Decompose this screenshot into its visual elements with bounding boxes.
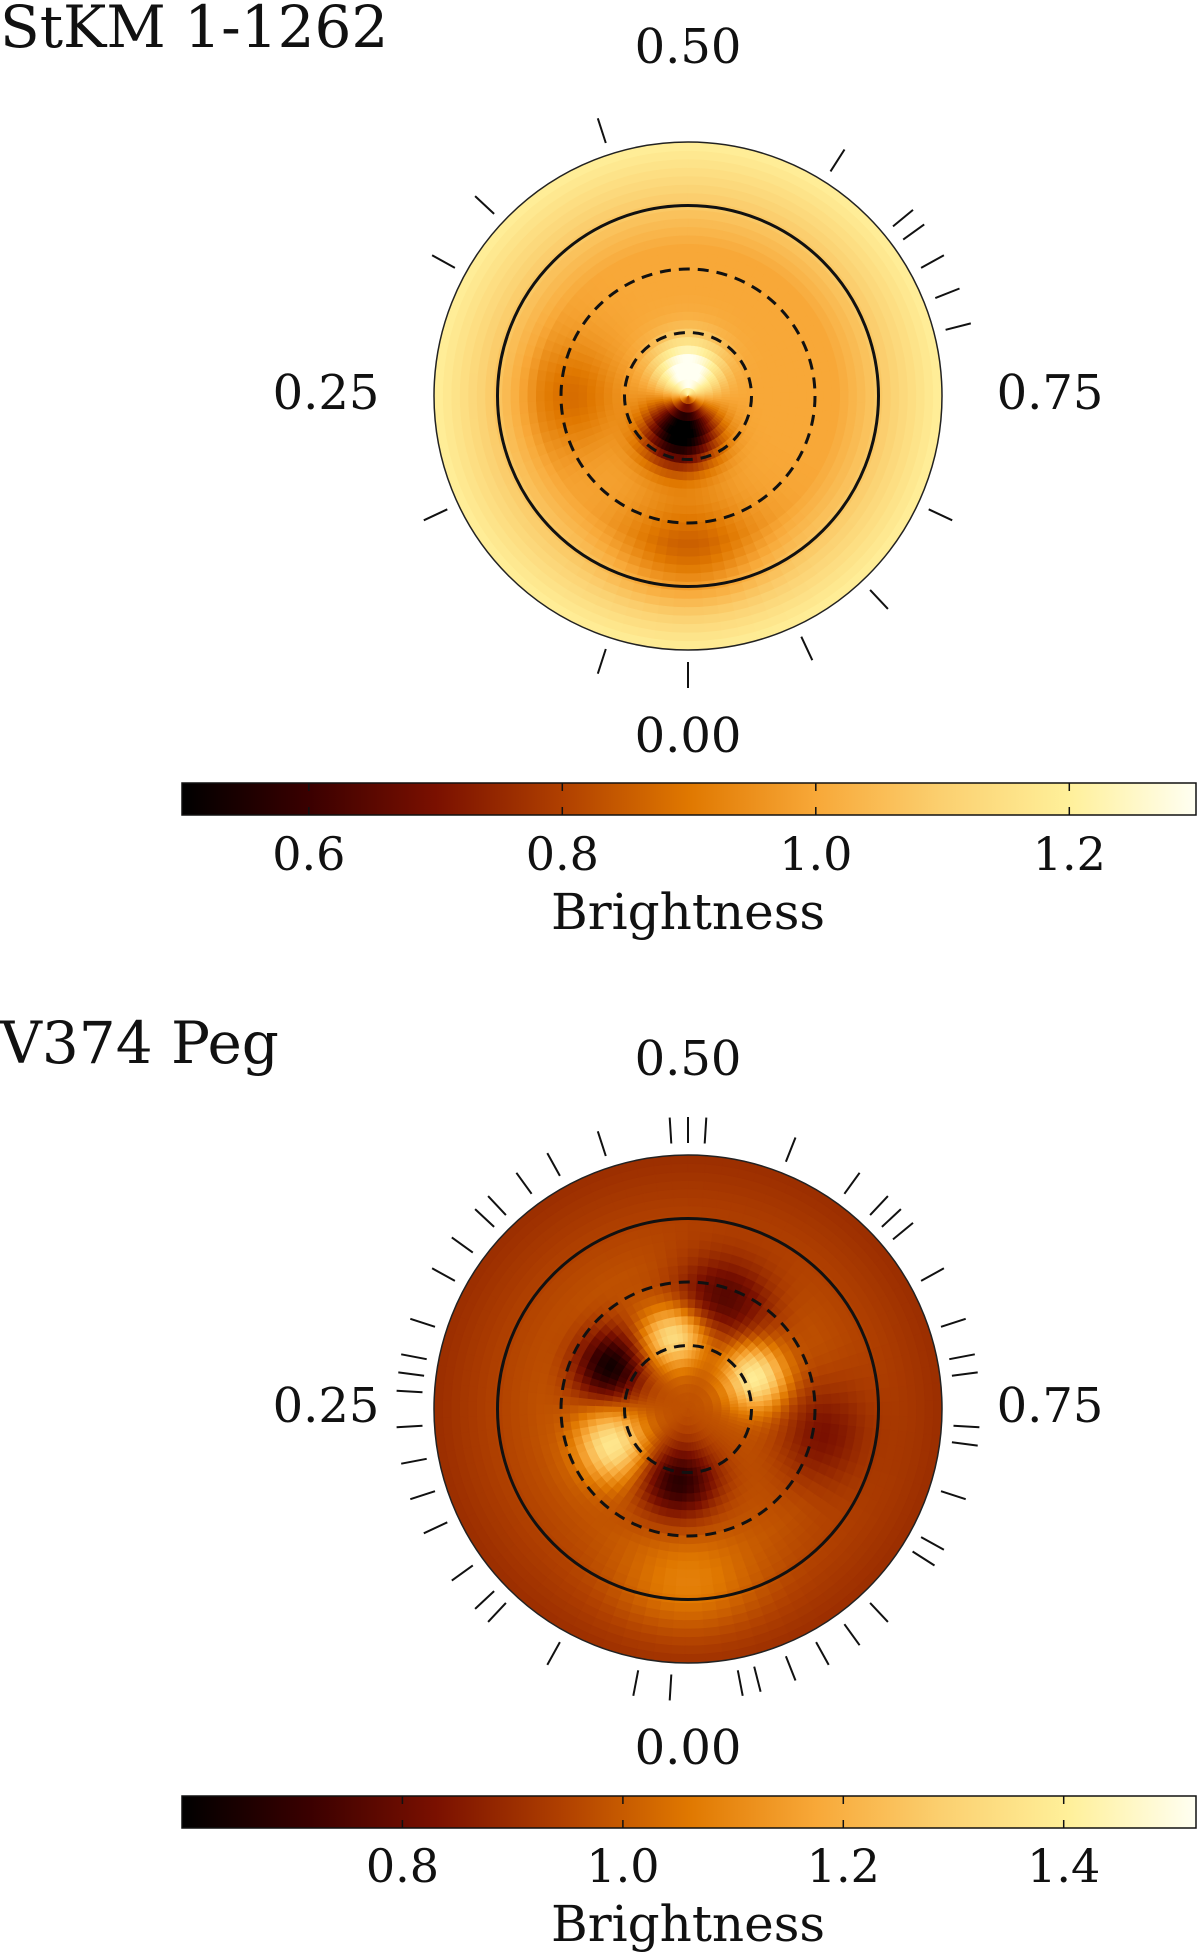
brightness-map-cells <box>434 142 942 650</box>
phase-label-bottom: 0.00 <box>635 708 742 764</box>
brightness-map-cells <box>434 1155 942 1663</box>
observed-phase-tick <box>902 223 925 241</box>
map-cell <box>687 1442 692 1453</box>
map-cell <box>685 564 701 575</box>
map-cell <box>686 1459 693 1470</box>
map-cell <box>687 420 691 431</box>
colorbar: 0.6 0.8 1.0 1.2 Brightness <box>181 782 1197 941</box>
map-cell <box>684 615 705 626</box>
map-cell <box>686 446 693 457</box>
map-cell <box>685 1602 703 1614</box>
observed-phase-tick <box>800 636 814 661</box>
map-cell <box>686 488 696 499</box>
map-cell <box>687 429 692 440</box>
map-cell <box>684 632 706 643</box>
map-cell <box>687 404 690 414</box>
map-cell <box>685 1586 702 1597</box>
map-cell <box>685 539 700 550</box>
map-cell <box>686 1510 697 1521</box>
colorbar-label: Brightness <box>551 883 825 941</box>
map-cell <box>687 1433 691 1444</box>
map-cell <box>684 623 705 634</box>
colorbar-tick-label: 0.6 <box>272 827 345 881</box>
map-cell <box>686 1501 696 1512</box>
observed-phase-tick <box>431 254 456 269</box>
observed-phase-tick <box>596 117 607 144</box>
panel-title: V374 Peg <box>0 1009 279 1077</box>
map-cell <box>685 1569 701 1580</box>
map-cell <box>686 480 695 491</box>
map-cell <box>684 598 704 609</box>
phase-label-right: 0.75 <box>997 365 1104 421</box>
polar-map <box>396 1117 980 1701</box>
map-cell <box>686 471 695 482</box>
colorbar-tick-label: 1.2 <box>1033 827 1106 881</box>
phase-label-left: 0.25 <box>273 365 380 421</box>
colorbar-tick-label: 1.0 <box>779 827 852 881</box>
observed-phase-tick <box>920 254 945 269</box>
map-cell <box>685 1577 701 1588</box>
observed-phase-tick <box>934 287 960 300</box>
map-cell <box>687 1450 692 1461</box>
panel-v374peg: V374 Peg 0.50 0.25 0.75 0.00 0.8 1.0 1.2… <box>0 1009 1197 1953</box>
map-cell <box>685 547 700 558</box>
phase-label-top: 0.50 <box>635 1031 742 1087</box>
observed-phase-tick <box>474 195 495 215</box>
observed-phase-tick <box>829 148 846 172</box>
observed-phase-tick <box>869 589 889 610</box>
panel-title: StKM 1-1262 <box>0 0 388 61</box>
map-cell <box>685 530 699 541</box>
map-cell <box>686 1476 694 1487</box>
map-cell <box>685 1543 699 1554</box>
colorbar-gradient <box>181 782 1197 816</box>
map-cell <box>685 1552 700 1563</box>
map-cell <box>685 556 701 567</box>
colorbar-tick-label: 0.8 <box>526 827 599 881</box>
observed-phase-tick <box>423 508 448 522</box>
map-cell <box>686 497 697 508</box>
phase-label-left: 0.25 <box>273 1378 380 1434</box>
polar-map <box>423 117 972 688</box>
observed-phase-tick <box>596 648 607 675</box>
map-cell <box>687 1425 691 1436</box>
phase-label-bottom: 0.00 <box>635 1720 742 1776</box>
panel-stkm: StKM 1-1262 0.50 0.25 0.75 0.00 0.6 0.8 … <box>0 0 1197 941</box>
map-cell <box>685 573 702 584</box>
phase-label-top: 0.50 <box>635 19 742 75</box>
map-cell <box>687 412 691 423</box>
map-cell <box>685 589 703 601</box>
map-cell <box>687 1417 690 1427</box>
map-cell <box>686 463 694 474</box>
observed-phase-tick <box>945 322 972 331</box>
observed-phase-tick <box>928 508 953 522</box>
map-cell <box>687 437 692 448</box>
map-cell <box>686 1484 695 1495</box>
map-cell <box>686 1493 695 1504</box>
map-cell <box>686 505 697 516</box>
map-cell <box>685 1560 700 1571</box>
phase-label-right: 0.75 <box>997 1378 1104 1434</box>
map-cell <box>686 1518 697 1529</box>
map-cell <box>684 606 704 618</box>
observed-phase-tick <box>892 209 914 228</box>
